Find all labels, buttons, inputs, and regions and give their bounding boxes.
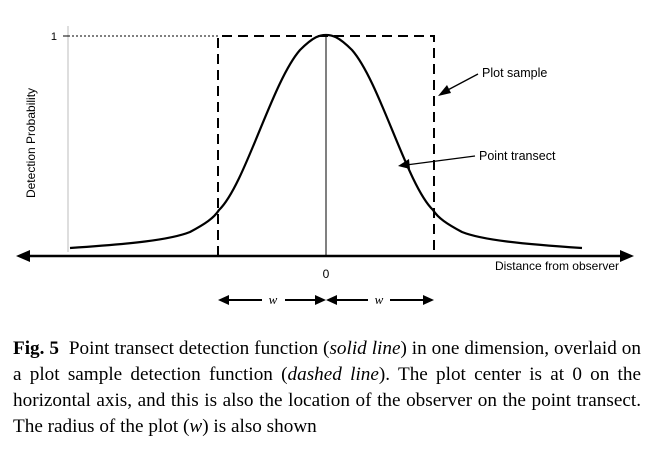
radius-right-arrowhead-left [326, 295, 337, 305]
figure-caption: Fig. 5 Point transect detection function… [13, 336, 641, 440]
radius-right-arrowhead-right [423, 295, 434, 305]
caption-solid-line: solid line [329, 338, 401, 359]
x-axis-left-arrow [16, 250, 30, 262]
x-tick-label-0: 0 [323, 267, 330, 281]
caption-text-1: Point transect detection function ( [68, 338, 330, 359]
caption-text-2: ) in one dimension, overlaid on a plot s… [13, 338, 641, 385]
point-transect-arrow [405, 155, 476, 166]
point-transect-solid-curve [69, 33, 583, 250]
caption-label: Fig. 5 [13, 338, 59, 359]
radius-right-label: w [375, 292, 384, 307]
y-tick-label-1: 1 [51, 31, 57, 43]
plot-sample-arrowhead [438, 85, 451, 96]
radius-left-label: w [269, 292, 278, 307]
x-axis-right-arrow [620, 250, 634, 262]
radius-left-arrowhead-left [218, 295, 229, 305]
x-axis-label: Distance from observer [495, 259, 619, 273]
caption-text-3: ). The plot center is at 0 on the horizo… [13, 364, 641, 437]
plot-sample-arrow [443, 73, 479, 93]
caption-w: w [189, 416, 203, 437]
point-transect-arrowhead [398, 159, 410, 169]
radius-left-arrowhead-right [315, 295, 326, 305]
caption-dashed-line: dashed line [287, 364, 379, 385]
plot-sample-label: Plot sample [482, 66, 547, 80]
y-axis-label: Detection Probability [24, 88, 38, 198]
point-transect-label: Point transect [479, 149, 556, 163]
caption-text-4: ) is also shown [202, 416, 317, 437]
